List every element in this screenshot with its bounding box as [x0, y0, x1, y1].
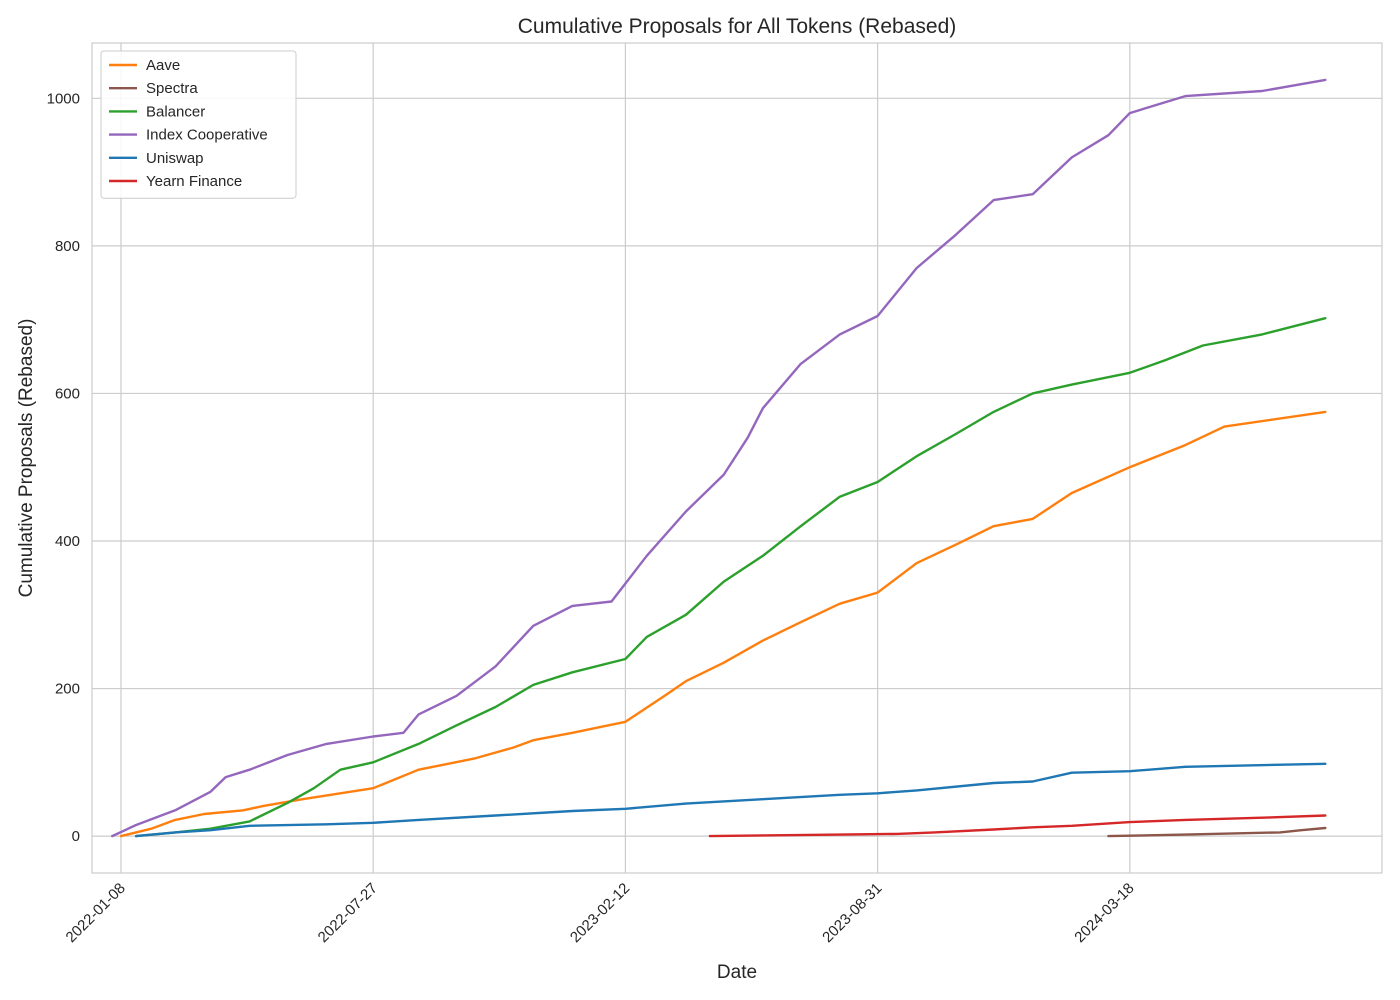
x-tick-label: 2023-02-12	[567, 880, 633, 946]
legend-box	[100, 50, 297, 199]
legend-label: Balancer	[146, 103, 205, 120]
y-tick-label: 800	[55, 238, 80, 255]
plot-area	[91, 42, 1383, 874]
series-line-index-cooperative	[111, 78, 1327, 838]
x-axis-ticks: 2022-01-08 2022-07-27 2023-02-12 2023-08-31…	[63, 880, 1138, 946]
y-tick-label: 0	[72, 828, 80, 845]
y-tick-label: 200	[55, 681, 80, 698]
series-line-balancer	[134, 317, 1327, 838]
legend: Aave Spectra Balancer Index Cooperative Unis…	[100, 50, 297, 199]
x-tick-label: 2022-07-27	[315, 880, 381, 946]
y-tick-label: 400	[55, 533, 80, 550]
y-axis-title: Cumulative Proposals (Rebased)	[16, 319, 37, 598]
series-line-aave	[119, 410, 1327, 838]
x-axis-title: Date	[717, 962, 757, 983]
legend-label: Index Cooperative	[146, 127, 268, 144]
legend-label: Spectra	[146, 80, 198, 97]
x-tick-label: 2024-03-18	[1071, 880, 1137, 946]
chart-title: Cumulative Proposals for All Tokens (Reb…	[518, 15, 957, 38]
legend-label: Aave	[146, 57, 180, 74]
series-lines	[111, 78, 1327, 838]
legend-label: Uniswap	[146, 150, 204, 167]
x-tick-label: 2022-01-08	[63, 880, 129, 946]
y-tick-label: 600	[55, 385, 80, 402]
x-tick-label: 2023-08-31	[819, 880, 885, 946]
legend-label: Yearn Finance	[146, 173, 242, 190]
series-line-spectra	[1107, 826, 1327, 838]
series-line-uniswap	[134, 762, 1327, 838]
y-axis-ticks: 0 200 400 600 800 1000	[47, 90, 80, 845]
y-tick-label: 1000	[47, 90, 80, 107]
series-line-yearn-finance	[708, 814, 1327, 838]
